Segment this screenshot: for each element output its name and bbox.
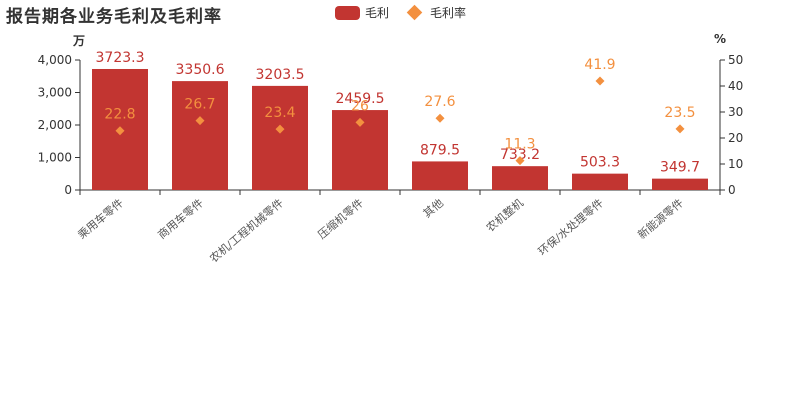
category-label: 压缩机零件 (315, 196, 366, 242)
category-label: 新能源零件 (635, 196, 686, 242)
rate-marker (355, 117, 365, 127)
chart-legend: 毛利 毛利率 (335, 4, 478, 21)
right-axis-tick-label: 10 (728, 157, 743, 171)
bar-value-label: 733.2 (500, 147, 540, 163)
bar (412, 161, 468, 190)
bar-value-label: 879.5 (420, 142, 460, 158)
category-label: 农机整机 (483, 196, 526, 235)
right-axis-tick-label: 50 (728, 53, 743, 67)
rate-value-label: 23.5 (664, 105, 695, 121)
rate-value-label: 27.6 (424, 94, 455, 110)
bar-value-label: 503.3 (580, 155, 620, 171)
rate-value-label: 23.4 (264, 105, 295, 121)
bar-value-label: 3350.6 (176, 62, 225, 78)
bar-value-label: 3203.5 (256, 67, 305, 83)
rate-marker (275, 124, 285, 134)
category-label: 其他 (421, 196, 446, 220)
bar (172, 81, 228, 190)
rate-marker (675, 124, 685, 134)
chart-title: 报告期各业务毛利及毛利率 (6, 7, 222, 27)
rate-value-label: 26.7 (184, 97, 215, 113)
bar (652, 178, 708, 190)
left-axis-tick-label: 2,000 (38, 118, 72, 132)
right-axis-tick-label: 0 (728, 183, 736, 197)
left-axis-unit: 万 (73, 34, 86, 48)
legend-bar-label: 毛利 (365, 6, 390, 20)
left-axis-tick-label: 0 (64, 183, 72, 197)
rate-marker (115, 126, 125, 136)
rate-value-label: 22.8 (104, 107, 135, 123)
rate-marker (595, 76, 605, 86)
rate-marker (515, 156, 525, 166)
legend-item-gross-margin[interactable]: 毛利率 (401, 4, 466, 21)
bar-value-label: 349.7 (660, 160, 700, 176)
bar (572, 173, 628, 190)
category-label: 农机/工程机械零件 (207, 196, 286, 266)
right-axis-tick-label: 40 (728, 79, 743, 93)
left-axis-tick-label: 3,000 (38, 86, 72, 100)
right-axis-tick-label: 20 (728, 131, 743, 145)
category-label: 乘用车零件 (75, 196, 126, 242)
legend-line-label: 毛利率 (430, 6, 467, 20)
category-label: 环保/水处理零件 (535, 196, 606, 259)
legend-bar-swatch (335, 5, 360, 20)
left-axis-tick-label: 1,000 (38, 151, 72, 165)
rate-value-label: 41.9 (584, 57, 615, 73)
bar-value-label: 2459.5 (336, 91, 385, 107)
left-axis-tick-label: 4,000 (38, 53, 72, 67)
bar-value-label: 3723.3 (96, 50, 145, 66)
rate-value-label: 11.3 (504, 137, 535, 153)
right-axis-unit: % (714, 32, 727, 46)
category-label: 商用车零件 (155, 196, 206, 242)
right-axis-tick-label: 30 (728, 105, 743, 119)
rate-marker (195, 116, 205, 126)
legend-item-gross-profit[interactable]: 毛利 (335, 4, 389, 21)
bar (492, 166, 548, 190)
bar (252, 85, 308, 190)
rate-marker (435, 113, 445, 123)
rate-value-label: 26 (351, 98, 369, 114)
